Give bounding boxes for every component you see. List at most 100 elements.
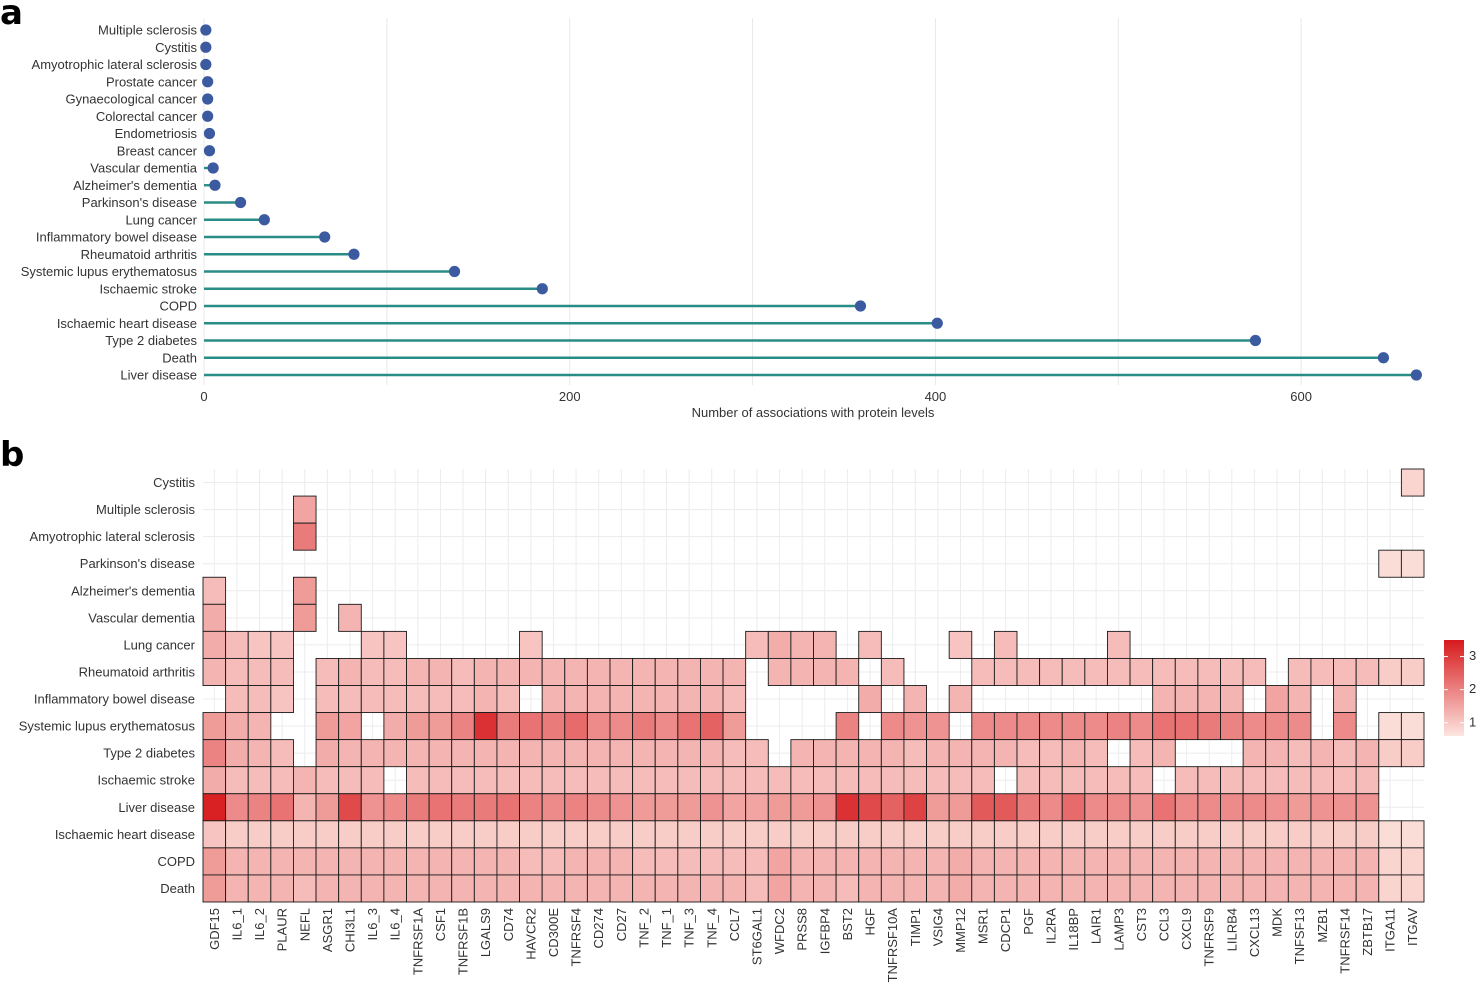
cell-inflammatory-bowel-disease-il6-2 — [247, 685, 272, 714]
cell-rheumatoid-arthritis-lamp3 — [1106, 657, 1131, 686]
cell-type-2-diabetes-itga11 — [1378, 739, 1402, 768]
cell-liver-disease-msr1 — [971, 793, 995, 822]
cell-death-chi3l1 — [338, 874, 362, 903]
cell-ischaemic-stroke-il6-2 — [247, 766, 272, 795]
x-tick-label: 0 — [200, 389, 207, 404]
col-label-tnfrsf9: TNFRSF9 — [1202, 908, 1217, 967]
cell-lung-cancer-lamp3 — [1106, 630, 1131, 659]
cell-systemic-lupus-erythematosus-gdf15 — [202, 712, 227, 741]
cell-liver-disease-tnfrsf10a — [880, 793, 905, 822]
col-label-lilrb4: LILRB4 — [1224, 908, 1239, 951]
cell-ischaemic-heart-disease-csf1 — [428, 820, 453, 849]
col-label-ccl7: CCL7 — [727, 908, 742, 941]
cell-rheumatoid-arthritis-cd27 — [609, 657, 634, 686]
cell-type-2-diabetes-tnfsf13 — [1287, 739, 1312, 768]
cell-systemic-lupus-erythematosus-il2ra — [1039, 712, 1063, 741]
point-multiple-sclerosis — [200, 24, 212, 36]
cell-copd-plaur — [270, 847, 294, 876]
cell-ischaemic-heart-disease-mdk — [1265, 820, 1289, 849]
cell-vascular-dementia-chi3l1 — [338, 603, 362, 632]
cell-type-2-diabetes-il2ra — [1039, 739, 1063, 768]
cell-liver-disease-vsig4 — [926, 793, 950, 822]
cell-ischaemic-stroke-mzb1 — [1310, 766, 1335, 795]
col-label-tnf-4: TNF_4 — [704, 908, 719, 948]
cell-inflammatory-bowel-disease-tnfrsf1a — [406, 685, 430, 714]
cell-ischaemic-stroke-cd27 — [609, 766, 634, 795]
cell-ischaemic-stroke-prss8 — [790, 766, 814, 795]
cell-ischaemic-heart-disease-cxcl13 — [1242, 820, 1267, 849]
cell-death-lair1 — [1084, 874, 1108, 903]
cell-liver-disease-cxcl13 — [1242, 793, 1267, 822]
cell-death-lamp3 — [1106, 874, 1131, 903]
cell-liver-disease-mmp12 — [948, 793, 973, 822]
cell-death-tnf-4 — [699, 874, 724, 903]
cell-copd-tnfrsf14 — [1333, 847, 1357, 876]
cell-inflammatory-bowel-disease-mmp12 — [948, 685, 973, 714]
col-label-mmp12: MMP12 — [953, 908, 968, 953]
cell-copd-il6-1 — [225, 847, 249, 876]
col-label-st6gal1: ST6GAL1 — [749, 908, 764, 965]
cell-copd-asgr1 — [315, 847, 340, 876]
cell-type-2-diabetes-tnf-3 — [677, 739, 701, 768]
y-tick-label-systemic-lupus-erythematosus: Systemic lupus erythematosus — [21, 264, 198, 279]
cell-vascular-dementia-gdf15 — [202, 603, 227, 632]
cell-systemic-lupus-erythematosus-tnfrsf4 — [564, 712, 588, 741]
cell-ischaemic-stroke-il18bp — [1061, 766, 1086, 795]
cell-ischaemic-heart-disease-il18bp — [1061, 820, 1086, 849]
cell-inflammatory-bowel-disease-tnf-4 — [699, 685, 724, 714]
col-label-ccl3: CCL3 — [1156, 908, 1171, 941]
y-tick-label-death: Death — [162, 350, 197, 365]
cell-death-il6-3 — [360, 874, 385, 903]
cell-ischaemic-heart-disease-plaur — [270, 820, 294, 849]
legend-tick-label: 2 — [1469, 681, 1476, 696]
cell-systemic-lupus-erythematosus-tnf-4 — [699, 712, 724, 741]
point-alzheimer-s-dementia — [209, 179, 221, 191]
cell-lung-cancer-il6-3 — [360, 630, 385, 659]
y-tick-label-lung-cancer: Lung cancer — [125, 212, 197, 227]
cell-systemic-lupus-erythematosus-tnf-2 — [632, 712, 656, 741]
cell-type-2-diabetes-il6-3 — [360, 739, 385, 768]
cell-rheumatoid-arthritis-tnf-3 — [677, 657, 701, 686]
col-label-pgf: PGF — [1021, 908, 1036, 935]
cell-copd-msr1 — [971, 847, 995, 876]
y-tick-label-alzheimer-s-dementia: Alzheimer's dementia — [73, 178, 198, 193]
cell-type-2-diabetes-cd274 — [586, 739, 611, 768]
cell-systemic-lupus-erythematosus-ccl3 — [1152, 712, 1176, 741]
point-lung-cancer — [258, 214, 270, 226]
cell-ischaemic-stroke-il6-1 — [225, 766, 249, 795]
col-label-cd300e: CD300E — [546, 908, 561, 957]
col-label-vsig4: VSIG4 — [930, 908, 945, 946]
cell-rheumatoid-arthritis-tnfrsf1a — [406, 657, 430, 686]
row-label-amyotrophic-lateral-sclerosis: Amyotrophic lateral sclerosis — [30, 529, 196, 544]
cell-rheumatoid-arthritis-tnf-4 — [699, 657, 724, 686]
cell-ischaemic-heart-disease-tnf-3 — [677, 820, 701, 849]
col-label-msr1: MSR1 — [976, 908, 991, 944]
cell-copd-cd74 — [496, 847, 521, 876]
cell-rheumatoid-arthritis-cd74 — [496, 657, 521, 686]
cell-copd-csf1 — [428, 847, 453, 876]
cell-liver-disease-il6-4 — [383, 793, 407, 822]
cell-rheumatoid-arthritis-lgals9 — [473, 657, 498, 686]
cell-ischaemic-heart-disease-vsig4 — [926, 820, 950, 849]
cell-ischaemic-stroke-tnfsf13 — [1287, 766, 1312, 795]
cell-copd-gdf15 — [202, 847, 227, 876]
point-colorectal-cancer — [202, 110, 214, 122]
cell-systemic-lupus-erythematosus-il6-1 — [225, 712, 249, 741]
cell-copd-tnf-2 — [632, 847, 656, 876]
cell-lung-cancer-havcr2 — [519, 630, 543, 659]
col-label-tnfsf13: TNFSF13 — [1292, 908, 1307, 964]
cell-ischaemic-heart-disease-tnfrsf1b — [451, 820, 475, 849]
cell-ischaemic-stroke-lair1 — [1084, 766, 1108, 795]
cell-death-tnfrsf1a — [406, 874, 430, 903]
cell-ischaemic-stroke-il6-3 — [360, 766, 385, 795]
cell-inflammatory-bowel-disease-csf1 — [428, 685, 453, 714]
cell-liver-disease-il6-1 — [225, 793, 249, 822]
row-label-ischaemic-heart-disease: Ischaemic heart disease — [55, 827, 195, 842]
cell-liver-disease-cd274 — [586, 793, 611, 822]
cell-rheumatoid-arthritis-tnf-2 — [632, 657, 656, 686]
cell-liver-disease-tnf-4 — [699, 793, 724, 822]
cell-systemic-lupus-erythematosus-itgav — [1400, 712, 1425, 741]
cell-ischaemic-heart-disease-il6-4 — [383, 820, 407, 849]
cell-copd-itga11 — [1378, 847, 1402, 876]
cell-copd-il6-2 — [247, 847, 272, 876]
